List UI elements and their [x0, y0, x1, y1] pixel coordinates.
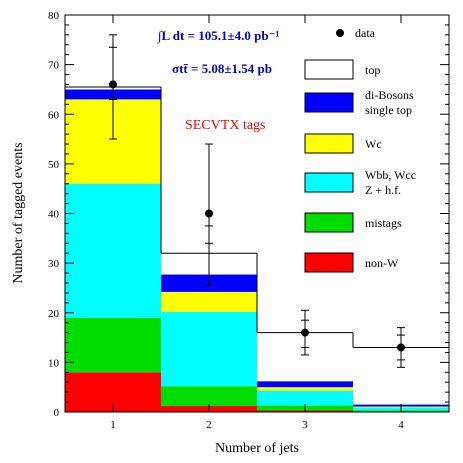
legend-label-2-line-2: single top — [365, 103, 412, 117]
legend-label-6: non-W — [365, 256, 399, 270]
legend-swatch-2 — [304, 92, 354, 113]
x-tick-label-2: 2 — [206, 419, 212, 431]
y-tick-label-10: 10 — [48, 357, 60, 369]
x-tick-label-4: 4 — [398, 419, 404, 431]
legend-swatch-1 — [304, 59, 354, 80]
y-tick-label-80: 80 — [48, 10, 60, 22]
y-tick-label-70: 70 — [48, 60, 60, 72]
secvtx-tags-label: SECVTX tags — [185, 118, 266, 133]
legend: data top di-Bosons single top Wc Wbb, Wcc Z + … — [304, 26, 416, 273]
bar-segment-2-bin-1 — [65, 317, 161, 373]
legend-label-2-line-1: di-Bosons — [365, 88, 414, 102]
legend-label-4: Wbb, Wcc Z + h.f. — [365, 168, 416, 197]
x-tick-label-3: 3 — [302, 419, 308, 431]
legend-label-1: top — [365, 63, 380, 77]
y-axis: 0 10 20 30 40 50 60 70 80 — [48, 10, 449, 419]
legend-label-3: Wc — [365, 137, 382, 151]
y-axis-label: Number of tagged events — [11, 142, 26, 283]
bar-segment-3-bin-3 — [257, 390, 353, 406]
legend-swatch-6 — [304, 252, 354, 273]
y-tick-label-50: 50 — [48, 159, 60, 171]
data-point-3 — [301, 328, 309, 337]
y-tick-label-60: 60 — [48, 109, 60, 121]
legend-swatch-4 — [304, 172, 354, 193]
legend-label-4-line-2: Z + h.f. — [365, 183, 401, 197]
x-axis: 1 2 3 4 — [110, 15, 404, 431]
bar-segment-3-bin-2 — [161, 311, 257, 387]
y-tick-label-20: 20 — [48, 308, 60, 320]
legend-marker-data — [336, 29, 344, 37]
legend-swatch-5 — [304, 212, 354, 233]
x-axis-label: Number of jets — [215, 441, 299, 456]
luminosity-annotation: ∫L dt = 105.1±4.0 pb⁻¹ — [157, 28, 279, 44]
data-point-2 — [205, 209, 213, 218]
legend-label-5: mistags — [365, 216, 402, 230]
bar-segment-3-bin-1 — [65, 183, 161, 318]
data-point-4 — [397, 343, 405, 352]
cross-section-annotation: σtt̄ = 5.08±1.54 pb — [172, 61, 272, 76]
legend-label-2: di-Bosons single top — [365, 88, 414, 117]
bar-segment-4-bin-3 — [257, 387, 353, 391]
y-tick-label-40: 40 — [48, 209, 60, 221]
data-point-1 — [109, 80, 117, 89]
y-tick-label-0: 0 — [54, 407, 60, 419]
y-tick-label-30: 30 — [48, 258, 60, 270]
bar-segment-2-bin-2 — [161, 386, 257, 407]
bar-segment-4-bin-2 — [161, 291, 257, 312]
bar-segment-5-bin-3 — [257, 381, 353, 388]
histogram-bars — [65, 86, 449, 412]
legend-label-4-line-1: Wbb, Wcc — [365, 168, 416, 182]
data-points — [109, 34, 405, 368]
legend-swatch-3 — [304, 133, 354, 154]
legend-label-data: data — [355, 26, 376, 40]
x-tick-label-1: 1 — [110, 419, 116, 431]
